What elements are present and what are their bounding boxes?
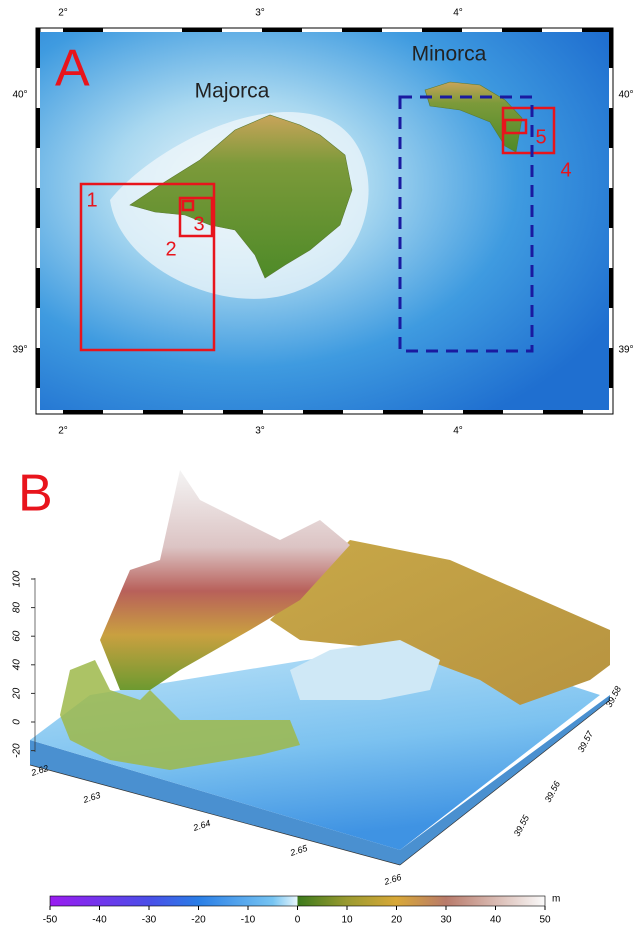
y-tick-label: 39.57 — [576, 729, 596, 754]
colorbar-tick-label: -50 — [43, 915, 58, 926]
colorbar-tick-label: 10 — [341, 915, 353, 926]
y-tick-label: 39.56 — [543, 779, 562, 804]
x-tick-label: 2.66 — [382, 872, 403, 887]
x-tick-label: 2.63 — [81, 790, 102, 805]
map-panel — [36, 28, 613, 414]
lon-label: 2° — [58, 426, 68, 437]
place-label: Minorca — [412, 43, 487, 66]
colorbar-tick-label: 0 — [295, 915, 301, 926]
lat-label: 39° — [12, 345, 27, 356]
lon-label: 4° — [453, 426, 463, 437]
harbour — [290, 640, 440, 700]
colorbar-tick-label: 20 — [391, 915, 403, 926]
z-tick-label: -20 — [12, 743, 23, 758]
place-label: Majorca — [195, 80, 270, 103]
z-tick-label: 60 — [12, 630, 23, 642]
lat-label: 39° — [618, 345, 633, 356]
lat-label: 40° — [12, 90, 27, 101]
surface-3d — [30, 470, 610, 865]
panel-label: A — [55, 40, 90, 98]
z-tick-label: 0 — [12, 719, 23, 725]
z-tick-label: 100 — [12, 570, 23, 587]
lon-label: 3° — [255, 426, 265, 437]
colorbar-tick-label: -20 — [191, 915, 206, 926]
lon-label: 3° — [255, 8, 265, 19]
lon-label: 2° — [58, 8, 68, 19]
colorbar — [50, 896, 545, 906]
y-tick-label: 39.55 — [512, 813, 532, 838]
box-label: 3 — [193, 213, 204, 235]
box-label: 1 — [86, 189, 97, 211]
colorbar-tick-label: -10 — [241, 915, 256, 926]
lon-label: 4° — [453, 8, 463, 19]
colorbar-tick-label: -30 — [142, 915, 157, 926]
z-tick-label: 40 — [12, 659, 23, 671]
y-tick-label: 39.58 — [604, 684, 623, 709]
z-tick-label: 80 — [12, 602, 23, 614]
box-label: 4 — [560, 159, 571, 181]
colorbar-tick-label: 30 — [440, 915, 452, 926]
colorbar-tick-label: 40 — [490, 915, 502, 926]
mountains — [100, 470, 350, 690]
lat-label: 40° — [618, 90, 633, 101]
z-tick-label: 20 — [12, 687, 23, 700]
box-label: 5 — [535, 126, 546, 148]
colorbar-tick-label: -40 — [92, 915, 107, 926]
x-tick-label: 2.64 — [191, 818, 212, 833]
panel-label: B — [18, 465, 53, 523]
x-tick-label: 2.65 — [288, 843, 310, 859]
colorbar-unit: m — [552, 894, 560, 905]
figure: A B 2° 2° 3° 3° 4° 4° 40° 40° 39° 39° Majorca Minorca… — [0, 0, 639, 928]
colorbar-tick-label: 50 — [539, 915, 551, 926]
box-label: 2 — [165, 238, 176, 260]
